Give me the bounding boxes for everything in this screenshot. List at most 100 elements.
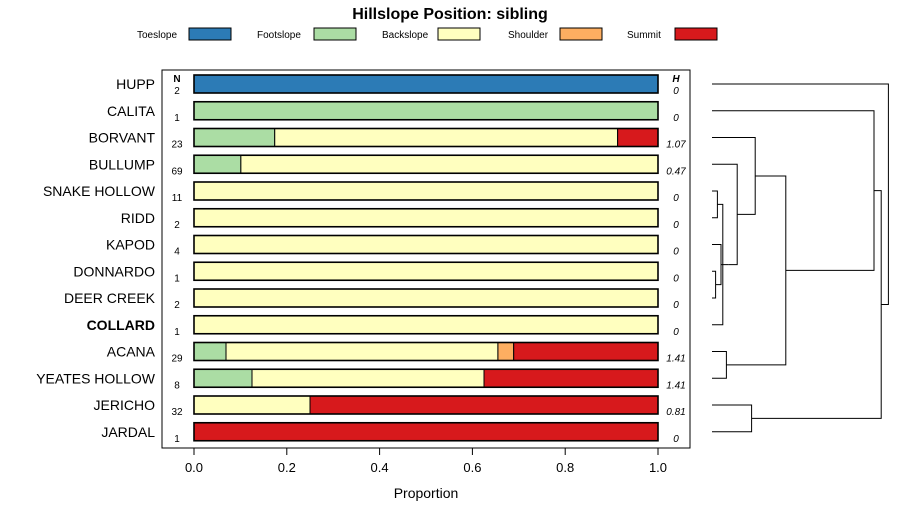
x-tick-label: 0.8 [556, 460, 574, 475]
category-labels: HUPP 2 0 CALITA 1 0 BORVANT 23 1.07 BULLUMP 69 0.47… [36, 76, 686, 445]
category-label: RIDD [121, 210, 155, 226]
h-value: 0 [673, 434, 679, 445]
x-tick-label: 0.4 [371, 460, 389, 475]
bar-segment-backslope [193, 315, 659, 335]
bar-outline [193, 395, 659, 415]
bar-segment-summit [483, 368, 659, 388]
bar-segment-backslope [225, 342, 499, 361]
category-label: DONNARDO [73, 263, 155, 279]
n-value: 69 [171, 166, 183, 177]
bar-segment-backslope [193, 395, 311, 415]
legend-swatch-footslope [313, 27, 357, 41]
h-value: 0 [673, 220, 679, 231]
bar-outline [193, 100, 659, 121]
bar-outline [193, 154, 659, 175]
h-value: 0.81 [666, 407, 685, 418]
plot-frame [161, 69, 691, 449]
legend-swatch-backslope [437, 27, 481, 41]
dendrogram-link [712, 351, 727, 379]
dendrogram-link [712, 163, 738, 266]
bar-segment-backslope [274, 128, 619, 147]
n-header: N [173, 74, 180, 85]
bar-outline [193, 207, 659, 228]
h-value: 0 [673, 193, 679, 204]
category-label: BULLUMP [89, 156, 155, 172]
bar-segment-footslope [193, 128, 276, 147]
n-value: 23 [171, 140, 183, 151]
dendrogram-link [712, 404, 753, 433]
bar-segment-backslope [193, 181, 659, 201]
bar-outline [193, 261, 659, 282]
category-label: HUPP [116, 76, 155, 92]
category-label: YEATES HOLLOW [36, 370, 156, 386]
h-value: 0 [673, 273, 679, 284]
bar-outline [193, 421, 659, 442]
legend-swatch-shoulder [559, 27, 603, 41]
bars [193, 74, 659, 442]
h-value: 1.41 [666, 380, 685, 391]
n-value: 2 [174, 220, 180, 231]
bar-segment-backslope [193, 288, 659, 308]
category-label: ACANA [107, 344, 156, 360]
bar-segment-footslope [193, 342, 227, 361]
x-axis: 0.0 0.2 0.4 0.6 0.8 1.0 [185, 448, 667, 475]
n-value: 2 [174, 300, 180, 311]
bar-segment-footslope [193, 154, 242, 174]
bar-outline [193, 288, 659, 308]
legend-swatch-toeslope [188, 27, 232, 41]
bar-segment-backslope [240, 154, 659, 174]
bar-segment-toeslope [193, 74, 659, 94]
legend-label-summit: Summit [627, 30, 661, 41]
category-label: CALITA [107, 103, 156, 119]
dendrogram [712, 83, 889, 433]
x-tick-label: 1.0 [649, 460, 667, 475]
bar-segment-footslope [193, 101, 659, 121]
category-label: BORVANT [89, 130, 156, 146]
n-value: 2 [174, 86, 180, 97]
n-value: 1 [174, 273, 180, 284]
bar-segment-footslope [193, 368, 253, 388]
h-value: 0 [673, 247, 679, 258]
dendrogram-link [712, 244, 722, 286]
bar-segment-backslope [193, 235, 659, 254]
category-label: KAPOD [106, 237, 155, 253]
h-value: 0.47 [666, 166, 686, 177]
legend-label-footslope: Footslope [257, 30, 301, 41]
bar-segment-shoulder [497, 342, 515, 361]
bar-segment-backslope [193, 208, 659, 228]
n-value: 29 [171, 354, 183, 365]
dendrogram-link [712, 270, 717, 299]
bar-segment-backslope [193, 261, 659, 281]
bar-outline [193, 341, 659, 362]
bar-outline [193, 127, 659, 148]
n-value: 8 [174, 380, 180, 391]
x-tick-label: 0.6 [463, 460, 481, 475]
bar-segment-summit [617, 128, 659, 147]
n-value: 1 [174, 113, 180, 124]
category-label: COLLARD [87, 317, 155, 333]
h-value: 0 [673, 86, 679, 97]
category-label: SNAKE HOLLOW [43, 183, 156, 199]
bar-outline [193, 314, 659, 335]
h-value: 0 [673, 113, 679, 124]
bar-segment-summit [309, 395, 659, 415]
bar-outline [193, 234, 659, 255]
dendrogram-link [751, 190, 882, 419]
dendrogram-link [712, 190, 718, 219]
x-tick-label: 0.2 [278, 460, 296, 475]
h-value: 0 [673, 327, 679, 338]
dendrogram-link [712, 83, 889, 305]
h-value: 1.41 [666, 354, 685, 365]
bar-outline [193, 368, 659, 389]
legend-swatch-summit [674, 27, 718, 41]
n-value: 4 [174, 247, 180, 258]
legend-label-backslope: Backslope [382, 30, 429, 41]
chart-title: Hillslope Position: sibling [352, 6, 548, 23]
dendrogram-link [712, 110, 875, 271]
h-header: H [672, 74, 680, 85]
dendrogram-link [726, 175, 787, 366]
category-label: JARDAL [101, 424, 155, 440]
h-value: 0 [673, 300, 679, 311]
x-axis-label: Proportion [394, 485, 459, 501]
